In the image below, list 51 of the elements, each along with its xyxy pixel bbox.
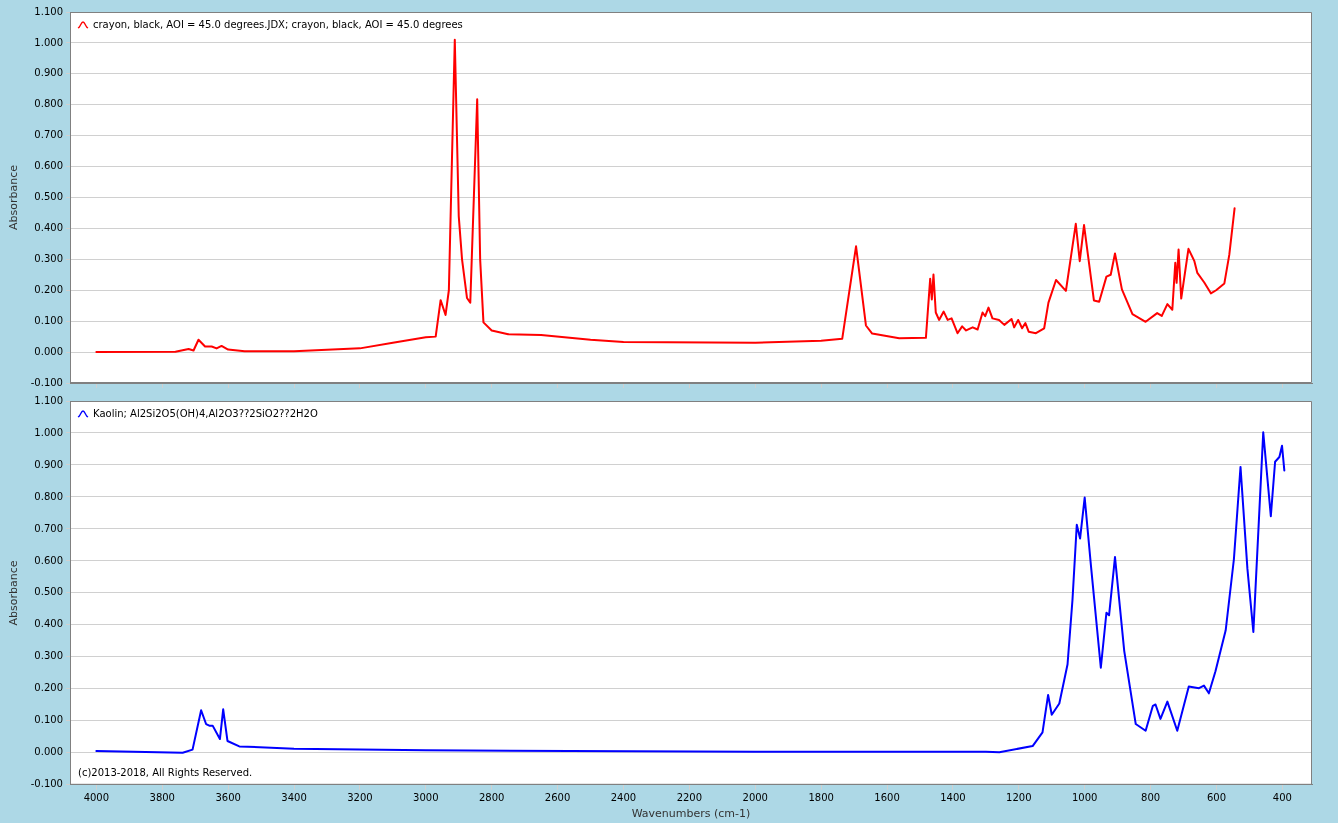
x-tick-label: 1200 [1006, 792, 1032, 804]
y-tick-label: 0.300 [34, 650, 63, 662]
y-tick-label: 0.200 [34, 283, 63, 295]
y-tick-label: 0.600 [34, 160, 63, 172]
x-tick-label: 1000 [1071, 792, 1098, 804]
y-tick-label: -0.100 [30, 376, 63, 388]
x-tick-label: 2600 [544, 792, 571, 804]
y-tick-label: 0.800 [34, 490, 63, 502]
y-axis-title: Absorbance [7, 560, 21, 626]
x-tick-label: 1800 [808, 792, 834, 804]
y-tick-label: 0.000 [34, 345, 63, 357]
y-tick-label: 0.900 [34, 67, 63, 79]
y-tick-label: 0.400 [34, 222, 63, 234]
x-tick-label: 2800 [478, 792, 505, 804]
y-tick-label: 0.200 [34, 682, 63, 694]
y-tick-label: 0.500 [34, 191, 63, 203]
y-tick-label: 0.100 [34, 714, 63, 726]
x-tick-label: 3800 [149, 792, 175, 804]
y-tick-label: 0.400 [34, 618, 63, 630]
y-tick-label: 0.700 [34, 522, 63, 534]
x-tick-label: 2200 [676, 792, 703, 804]
x-tick-label: 1600 [874, 792, 900, 804]
x-tick-label: 400 [1272, 792, 1292, 804]
x-tick-label: 3000 [413, 792, 439, 804]
y-tick-label: 0.700 [34, 129, 63, 141]
y-tick-label: 1.100 [34, 394, 63, 406]
y-tick-label: -0.100 [30, 778, 63, 790]
x-tick-label: 2400 [610, 792, 637, 804]
x-tick-label: 3600 [215, 792, 241, 804]
y-tick-label: 0.500 [34, 586, 63, 598]
y-tick-label: 0.900 [34, 458, 63, 470]
legend-label: crayon, black, AOI = 45.0 degrees.JDX; crayon, black, AOI = 45.0 degrees [93, 18, 463, 30]
y-axis-title: Absorbance [7, 164, 21, 231]
y-tick-label: 0.000 [34, 746, 63, 758]
x-tick-label: 2000 [742, 792, 768, 804]
x-axis-title: Wavenumbers (cm-1) [631, 807, 751, 821]
x-tick-label: 3400 [281, 792, 307, 804]
y-tick-label: 0.100 [34, 314, 63, 326]
y-tick-label: 0.800 [34, 98, 63, 110]
y-tick-label: 1.000 [34, 36, 63, 48]
y-tick-label: 0.300 [34, 252, 63, 264]
y-tick-label: 0.600 [34, 554, 63, 566]
x-tick-label: 3200 [347, 792, 373, 804]
x-tick-label: 800 [1141, 792, 1161, 804]
x-tick-label: 1400 [940, 792, 966, 804]
y-tick-label: 1.000 [34, 426, 63, 438]
annotation: (c)2013-2018, All Rights Reserved. [78, 767, 253, 779]
y-tick-label: 1.100 [34, 5, 63, 17]
legend-label: Kaolin; Al2Si2O5(OH)4,Al2O3??2SiO2??2H2O [93, 407, 318, 419]
x-tick-label: 4000 [83, 792, 110, 804]
x-tick-label: 600 [1206, 792, 1227, 804]
